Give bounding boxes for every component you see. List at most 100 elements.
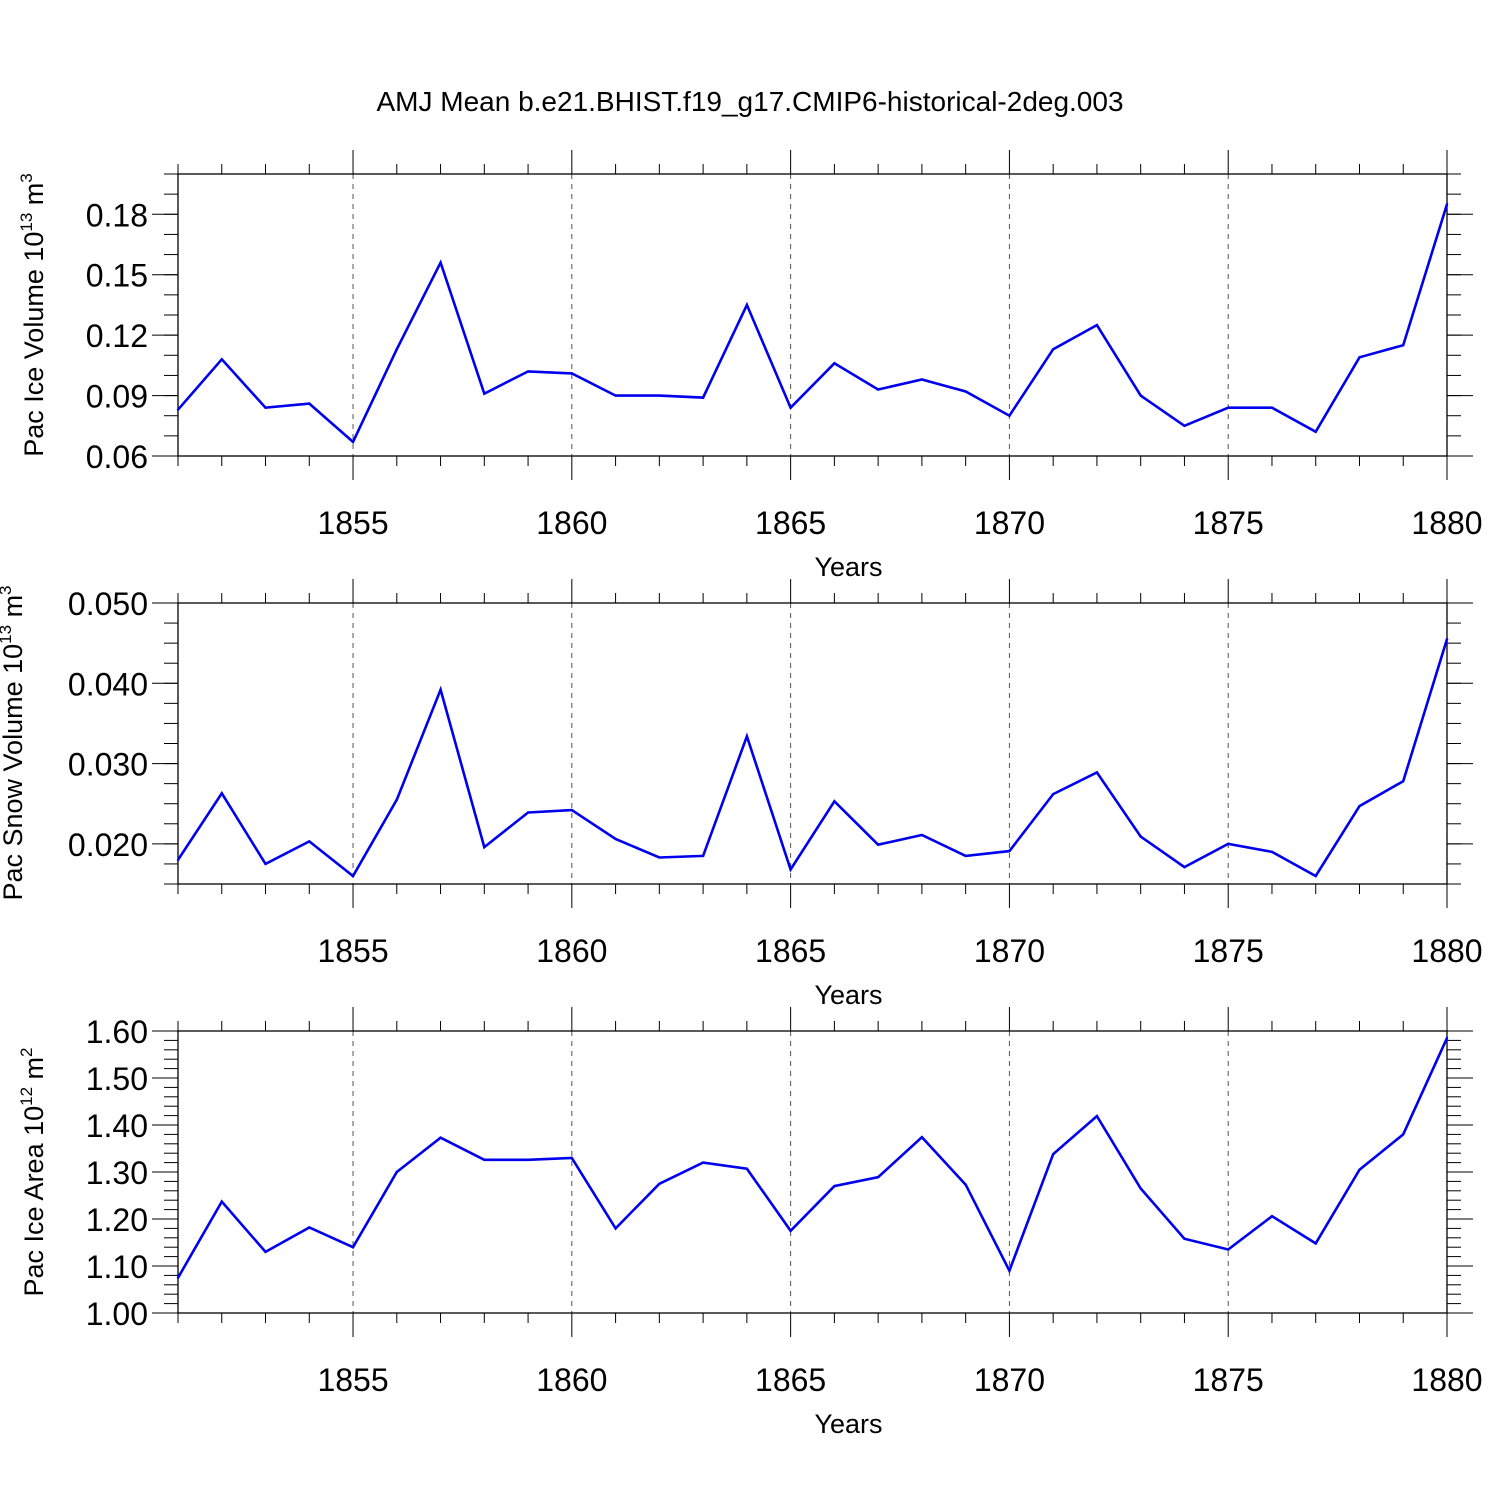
data-point [264,406,267,409]
data-point [264,862,267,866]
data-point [1139,1187,1142,1190]
x-tick-label: 1875 [1193,933,1264,969]
panel-2: 1855 1860 1865 1870 1875 1880 Years 0.020 0.030 0… [0,579,1483,1010]
y-tick-label: 1.50 [86,1061,148,1097]
data-point [745,303,749,307]
y-tick-label: 1.60 [86,1014,148,1050]
data-point [745,1167,749,1170]
data-point [1095,323,1099,327]
data-point [1402,780,1405,783]
x-axis-label: Years [814,1409,882,1439]
data-point [176,1276,180,1279]
data-point [701,1161,705,1164]
data-point [176,408,180,411]
data-point [1183,865,1186,869]
data-point [483,392,486,395]
data-point [1445,637,1449,641]
y-tick-label: 1.30 [86,1155,148,1191]
data-point [1183,424,1186,427]
data-point [220,358,223,361]
data-point [526,811,530,814]
data-point [351,1246,355,1249]
x-tick-label: 1855 [317,1362,388,1398]
data-point [1095,771,1099,774]
data-point [1051,1152,1055,1156]
y-tick-label: 0.12 [86,318,148,354]
y-tick-label: 1.40 [86,1108,148,1144]
y-tick-label: 0.06 [86,439,148,475]
y-tick-label: 0.09 [86,379,148,415]
data-point [876,1175,880,1179]
x-tick-label: 1870 [974,1362,1045,1398]
data-point [920,1136,924,1139]
x-tick-label: 1855 [317,505,388,541]
y-tick-label: 0.040 [68,666,148,702]
y-tick-label: 0.020 [68,827,148,863]
data-point [1227,406,1230,409]
x-axis-label: Years [814,980,882,1010]
x-axis-label: Years [814,552,882,582]
data-point [920,833,924,837]
data-point [789,406,792,409]
series-line [176,1037,1449,1279]
y-tick-label: 0.030 [68,747,148,783]
data-point [395,348,398,351]
data-point [614,837,617,841]
data-point [1183,1237,1186,1240]
data-point [264,1250,267,1254]
plot-frame [177,173,1448,457]
data-point [833,362,836,365]
data-point [876,388,880,391]
data-point [570,808,574,812]
data-point [1358,1168,1361,1171]
x-tick-label: 1870 [974,933,1045,969]
data-point [439,688,442,691]
data-point [1008,849,1011,853]
data-point [526,1158,530,1161]
data-point [308,840,311,843]
data-point [308,402,311,405]
data-point [308,1226,311,1229]
data-point [351,440,355,444]
y-tick-label: 1.00 [86,1296,148,1332]
data-point [1270,1214,1274,1218]
data-point [1314,874,1317,878]
x-tick-label: 1880 [1411,933,1482,969]
x-tick-label: 1865 [755,933,826,969]
data-point [1008,414,1011,417]
data-point [1227,1248,1230,1251]
series-line [177,203,1449,445]
x-tick-label: 1860 [536,505,607,541]
panel-1: 1855 1860 1865 1870 1875 1880 Years 0.06 0.09 0.1… [17,150,1483,582]
panels: 1855 1860 1865 1870 1875 1880 Years 0.06 0.09 0.1… [0,150,1483,1439]
y-axis-label: Pac Ice Area 1012 m2 [17,1047,49,1296]
data-point [439,261,442,264]
x-tick-label: 1880 [1411,505,1482,541]
y-axis-label: Pac Ice Volume 1013 m3 [17,173,49,457]
data-point [220,1200,223,1203]
data-point [395,798,398,801]
data-point [570,1156,574,1160]
x-tick-label: 1865 [755,1362,826,1398]
data-point [833,800,836,803]
data-point [483,845,486,849]
data-point [833,1184,836,1188]
data-point [614,1227,617,1230]
data-point [395,1170,398,1174]
x-tick-label: 1875 [1193,1362,1264,1398]
data-point [920,378,924,381]
data-point [964,390,967,393]
data-point [1270,406,1274,409]
data-point [1358,356,1361,359]
x-tick-label: 1875 [1193,505,1264,541]
data-point [570,372,574,375]
x-tick-label: 1870 [974,505,1045,541]
data-point [1402,344,1405,347]
data-point [701,854,705,858]
data-point [1051,792,1055,796]
data-point [1051,348,1055,351]
data-point [1402,1133,1405,1136]
data-point [1314,1242,1317,1245]
data-point [1095,1114,1099,1118]
